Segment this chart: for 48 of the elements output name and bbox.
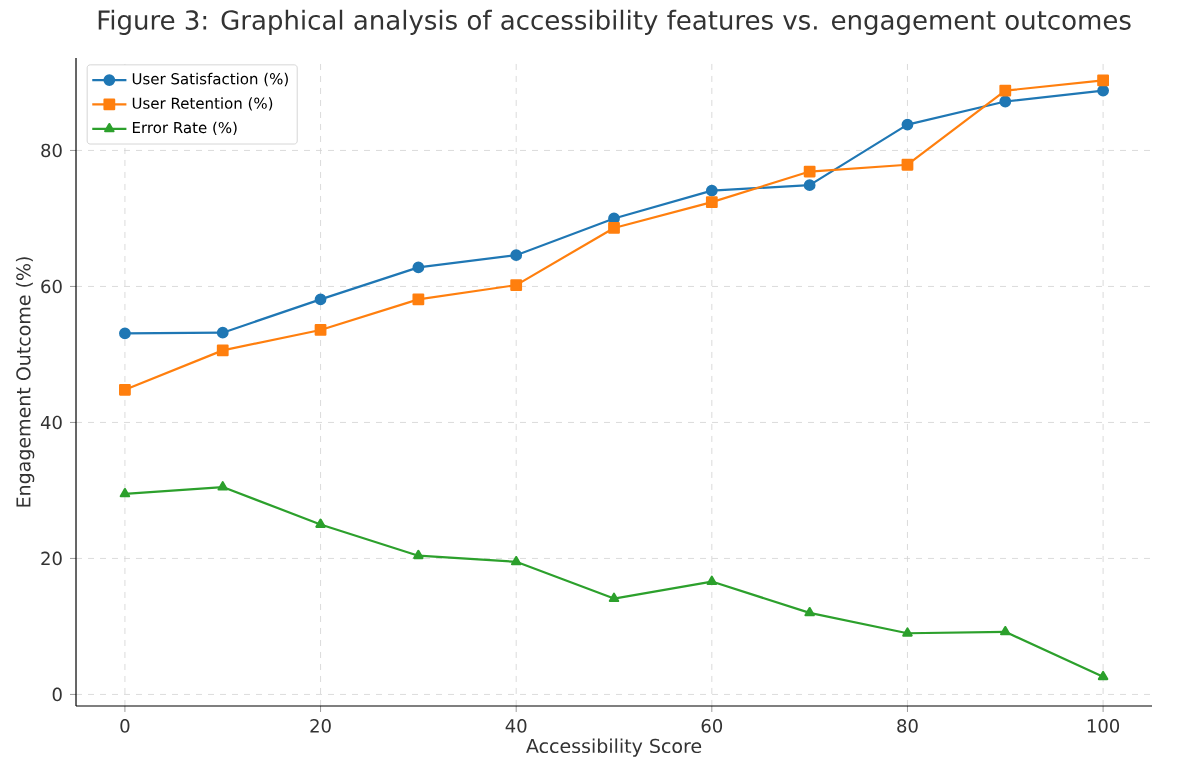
- point: [901, 118, 914, 131]
- point: [705, 196, 718, 209]
- y-tick-label: 40: [40, 415, 62, 430]
- point: [608, 222, 620, 234]
- point: [315, 518, 326, 528]
- point: [412, 293, 425, 306]
- point: [803, 179, 816, 192]
- point: [510, 555, 522, 566]
- point: [706, 575, 718, 586]
- point: [314, 324, 327, 336]
- x-tick-label: 0: [120, 719, 130, 733]
- point: [804, 606, 815, 617]
- point: [412, 261, 425, 274]
- x-tick-label: 60: [701, 719, 723, 733]
- x-tick-label: 100: [1087, 719, 1120, 733]
- y-tick-label: 20: [41, 551, 62, 566]
- point: [608, 592, 620, 603]
- point: [705, 184, 718, 197]
- point: [217, 481, 228, 491]
- point: [216, 326, 229, 339]
- point: [901, 158, 914, 171]
- x-tick-label: 20: [310, 719, 331, 733]
- point: [119, 383, 131, 396]
- point: [902, 627, 913, 637]
- point: [510, 249, 523, 262]
- point: [1097, 74, 1109, 87]
- point: [1097, 670, 1109, 681]
- point: [999, 84, 1012, 97]
- point: [119, 487, 131, 498]
- point: [314, 293, 327, 306]
- legend-label: Error Rate (%): [132, 121, 237, 135]
- chart-title: Figure 3: Graphical analysis of accessibility features vs. engagement outcomes: [98, 9, 1131, 35]
- y-axis-title: Engagement Outcome (%): [15, 257, 35, 507]
- point: [803, 165, 816, 178]
- point: [510, 279, 523, 291]
- y-tick-label: 80: [41, 143, 62, 158]
- x-axis-title: Accessibility Score: [526, 738, 702, 757]
- x-tick-label: 40: [505, 719, 527, 733]
- y-tick-label: 60: [41, 279, 62, 294]
- legend-label: User Satisfaction (%): [132, 72, 288, 87]
- point: [216, 344, 229, 357]
- point: [413, 549, 424, 560]
- y-tick-label: 0: [52, 687, 62, 702]
- point: [119, 327, 131, 340]
- legend-label: User Retention (%): [132, 97, 273, 111]
- point: [1000, 625, 1011, 636]
- x-tick-label: 80: [897, 719, 918, 733]
- point: [999, 95, 1012, 108]
